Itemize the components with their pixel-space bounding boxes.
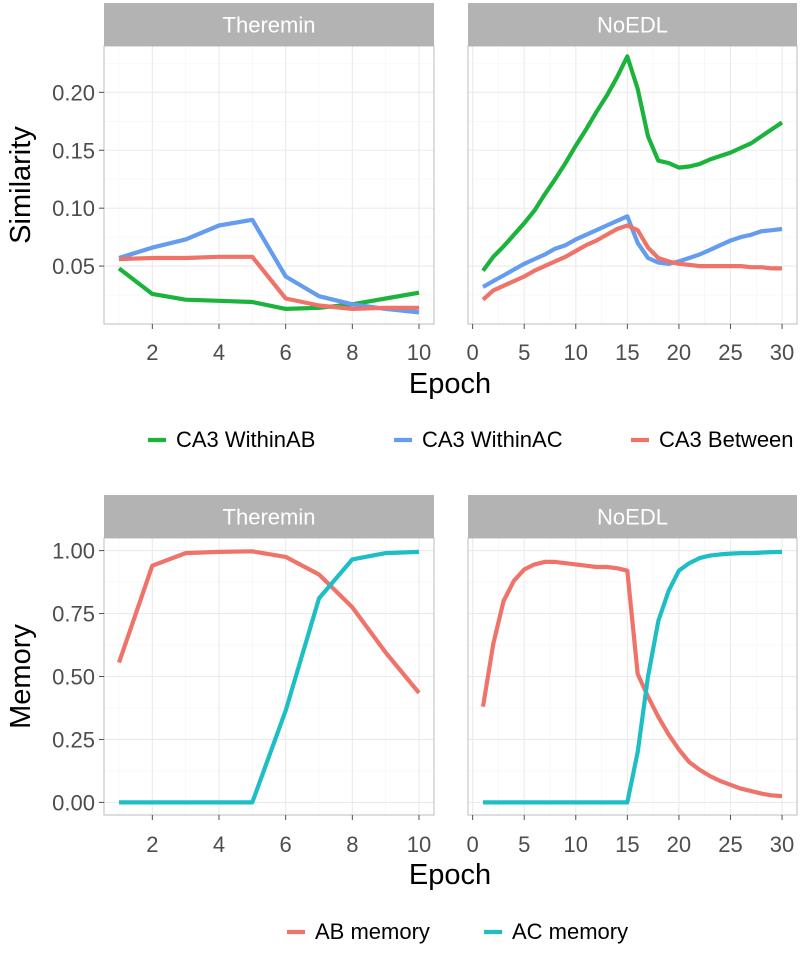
series-line-ac-memory <box>119 549 420 805</box>
series-line-ca3-between <box>481 223 782 302</box>
x-tick-label: 10 <box>564 340 588 365</box>
y-tick-label: 1.00 <box>52 539 95 564</box>
facet-strip <box>468 3 797 46</box>
x-tick-label: 0 <box>467 832 479 857</box>
x-tick-label: 6 <box>280 340 292 365</box>
x-tick-label: 5 <box>518 340 530 365</box>
y-axis-title: Memory <box>5 624 37 729</box>
y-tick-label: 0.00 <box>52 790 95 815</box>
series-line-ab-memory <box>480 559 783 799</box>
x-tick-label: 30 <box>770 832 794 857</box>
panel-noedl: NoEDL 0 5 10 15 20 25 30 <box>467 3 798 365</box>
panel-theremin: Theremin 2 4 6 8 10 0.05 0.10 0.15 0.20 <box>52 3 435 365</box>
x-tick-label: 8 <box>346 340 358 365</box>
x-tick-label: 10 <box>407 340 431 365</box>
legend: CA3 WithinAB CA3 WithinAC CA3 Between <box>148 427 794 452</box>
x-tick-label: 2 <box>146 340 158 365</box>
x-tick-label: 0 <box>467 340 479 365</box>
facet-strip <box>468 495 797 538</box>
legend-label: CA3 WithinAC <box>422 427 563 452</box>
y-axis-title: Similarity <box>5 126 37 244</box>
x-tick-label: 5 <box>518 832 530 857</box>
x-axis-title: Epoch <box>409 859 491 891</box>
legend-label: AB memory <box>315 919 430 944</box>
series-line-ca3-between <box>118 254 419 311</box>
legend: AB memory AC memory <box>287 919 628 944</box>
y-tick-label: 0.20 <box>52 80 95 105</box>
y-tick-label: 0.10 <box>52 196 95 221</box>
x-axis-title: Epoch <box>409 368 491 400</box>
facet-strip <box>104 495 434 538</box>
x-tick-label: 20 <box>667 832 691 857</box>
x-tick-label: 10 <box>564 832 588 857</box>
facet-label: Theremin <box>223 505 316 530</box>
panel-background <box>468 46 797 324</box>
memory-chart: Theremin 2 4 6 8 10 0.00 0.25 0.50 0.75 1.00 NoEDL 0… <box>5 495 798 944</box>
panel-noedl: NoEDL 0 5 10 15 20 25 30 <box>467 495 798 857</box>
x-tick-label: 15 <box>615 832 639 857</box>
series-line-ab-memory <box>117 549 421 695</box>
y-tick-label: 0.15 <box>52 138 95 163</box>
panel-theremin: Theremin 2 4 6 8 10 0.00 0.25 0.50 0.75 1.00 <box>52 495 435 857</box>
y-tick-label: 0.05 <box>52 254 95 279</box>
legend-label: AC memory <box>512 919 628 944</box>
y-tick-label: 0.50 <box>52 665 95 690</box>
x-tick-label: 4 <box>213 340 225 365</box>
panel-background <box>104 46 434 324</box>
x-tick-label: 25 <box>718 832 742 857</box>
x-tick-label: 8 <box>346 832 358 857</box>
x-tick-label: 10 <box>407 832 431 857</box>
series-line-ac-memory <box>483 549 783 805</box>
x-tick-label: 6 <box>280 832 292 857</box>
series-line-ca3-withinab <box>481 54 784 272</box>
legend-label: CA3 Between <box>659 427 794 452</box>
y-tick-label: 0.75 <box>52 602 95 627</box>
x-tick-label: 25 <box>718 340 742 365</box>
facet-strip <box>104 3 434 46</box>
y-tick-label: 0.25 <box>52 727 95 752</box>
x-tick-label: 30 <box>770 340 794 365</box>
x-tick-label: 20 <box>667 340 691 365</box>
facet-label: Theremin <box>223 13 316 38</box>
x-tick-label: 15 <box>615 340 639 365</box>
facet-label: NoEDL <box>597 505 668 530</box>
facet-label: NoEDL <box>597 13 668 38</box>
similarity-chart: Theremin 2 4 6 8 10 0.05 0.10 0.15 0.20 NoEDL 0 5 10 1… <box>5 3 798 452</box>
series-line-ca3-withinab <box>117 266 420 311</box>
x-tick-label: 2 <box>146 832 158 857</box>
x-tick-label: 4 <box>213 832 225 857</box>
legend-label: CA3 WithinAB <box>176 427 315 452</box>
